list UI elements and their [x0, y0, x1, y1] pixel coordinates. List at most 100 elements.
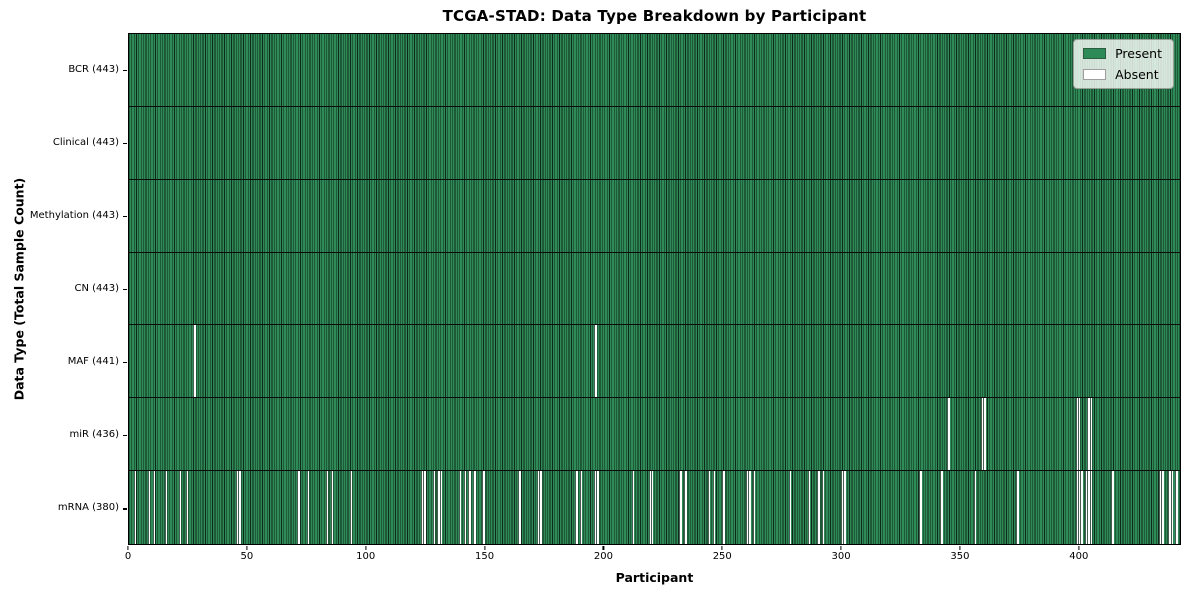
- x-tick-label: 0: [124, 551, 132, 562]
- legend: Present Absent: [1073, 39, 1174, 89]
- row-band-cn: [129, 252, 1180, 326]
- absent-stripe: [594, 325, 597, 398]
- absent-stripe: [164, 471, 168, 544]
- y-tick-label-clinical: Clinical (443): [52, 136, 119, 148]
- absent-stripe: [458, 471, 462, 544]
- absent-stripe: [463, 471, 467, 544]
- y-tick-mark: [123, 508, 127, 510]
- absent-stripe: [1089, 471, 1093, 544]
- absent-stripe: [973, 471, 977, 544]
- row-band-mrna: [129, 471, 1180, 544]
- y-tick-mark: [123, 69, 127, 71]
- y-tick-label-cn: CN (443): [74, 283, 119, 294]
- absent-stripe: [147, 471, 151, 544]
- x-tick-mark: [365, 546, 367, 550]
- absent-stripe: [1087, 398, 1090, 471]
- absent-stripe: [235, 471, 239, 544]
- absent-stripe: [1170, 471, 1173, 544]
- absent-stripe: [940, 471, 943, 544]
- x-tick-label: 400: [1069, 551, 1089, 562]
- absent-stripe: [518, 471, 521, 544]
- absent-stripe: [193, 325, 196, 398]
- x-tick-mark: [246, 546, 248, 550]
- absent-stripe: [1111, 471, 1114, 544]
- absent-stripe: [297, 471, 300, 544]
- y-axis-ticks: BCR (443) Clinical (443) Methylation (443)…: [0, 33, 128, 545]
- x-tick-label: 300: [831, 551, 851, 562]
- absent-stripe: [349, 471, 353, 544]
- x-tick-label: 100: [356, 551, 376, 562]
- absent-stripe: [807, 471, 811, 544]
- absent-swatch: [1083, 69, 1107, 80]
- absent-stripe: [631, 471, 635, 544]
- y-tick-mark: [123, 362, 127, 364]
- y-tick-label-methylation: Methylation (443): [29, 209, 119, 221]
- row-band-bcr: [129, 34, 1180, 107]
- absent-stripe: [437, 471, 440, 544]
- row-band-maf: [129, 325, 1180, 399]
- x-axis-ticks: 0 50 100 150 200 250 300 350 400: [124, 545, 1181, 571]
- absent-stripe: [788, 471, 792, 544]
- absent-stripe: [579, 471, 583, 544]
- legend-item-present: Present: [1083, 46, 1162, 61]
- absent-stripe: [752, 471, 756, 544]
- y-tick-label-maf: MAF (441): [67, 356, 119, 368]
- absent-stripe: [684, 471, 687, 544]
- absent-stripe: [473, 471, 476, 544]
- absent-stripe: [152, 471, 156, 544]
- absent-stripe: [980, 398, 984, 471]
- absent-stripe: [1158, 471, 1162, 544]
- legend-label-absent: Absent: [1115, 67, 1159, 82]
- absent-stripe: [1087, 471, 1090, 544]
- absent-stripe: [1085, 471, 1088, 544]
- absent-stripe: [1016, 471, 1019, 544]
- x-tick-mark: [721, 546, 723, 550]
- absent-stripe: [133, 471, 137, 544]
- absent-stripe: [482, 471, 485, 544]
- absent-stripe: [745, 471, 749, 544]
- absent-stripe: [843, 471, 846, 544]
- absent-stripe: [707, 471, 711, 544]
- absent-stripe: [468, 471, 471, 544]
- plot-area: Present Absent: [128, 33, 1181, 545]
- absent-stripe: [575, 471, 578, 544]
- absent-stripe: [1175, 471, 1178, 544]
- y-tick-mark: [123, 289, 127, 291]
- y-tick-mark: [123, 435, 127, 437]
- absent-stripe: [238, 471, 241, 544]
- y-tick-mark: [123, 142, 127, 144]
- absent-stripe: [1168, 471, 1171, 544]
- x-tick-label: 350: [950, 551, 970, 562]
- x-tick-label: 50: [240, 551, 254, 562]
- absent-stripe: [185, 471, 189, 544]
- absent-stripe: [1077, 471, 1081, 544]
- absent-stripe: [840, 471, 844, 544]
- x-axis-label: Participant: [615, 570, 694, 585]
- chart-title: TCGA-STAD: Data Type Breakdown by Partic…: [442, 7, 867, 25]
- absent-stripe: [648, 471, 652, 544]
- present-swatch: [1083, 48, 1107, 59]
- absent-stripe: [325, 471, 329, 544]
- row-band-mir: [129, 398, 1180, 472]
- absent-stripe: [919, 471, 922, 544]
- y-tick-mark: [123, 215, 127, 218]
- absent-stripe: [817, 471, 820, 544]
- x-tick-mark: [1078, 546, 1080, 550]
- absent-stripe: [537, 471, 540, 544]
- absent-stripe: [1077, 398, 1081, 471]
- absent-stripe: [679, 471, 682, 544]
- absent-stripe: [947, 398, 950, 471]
- absent-stripe: [423, 471, 426, 544]
- x-tick-mark: [127, 546, 129, 550]
- x-tick-mark: [483, 546, 486, 550]
- x-tick-mark: [959, 546, 961, 550]
- absent-stripe: [1080, 471, 1083, 544]
- absent-stripe: [306, 471, 310, 544]
- absent-stripe: [748, 471, 751, 544]
- absent-stripe: [594, 471, 597, 544]
- legend-item-absent: Absent: [1083, 67, 1162, 82]
- absent-stripe: [596, 471, 599, 544]
- absent-stripe: [712, 471, 716, 544]
- absent-stripe: [821, 471, 825, 544]
